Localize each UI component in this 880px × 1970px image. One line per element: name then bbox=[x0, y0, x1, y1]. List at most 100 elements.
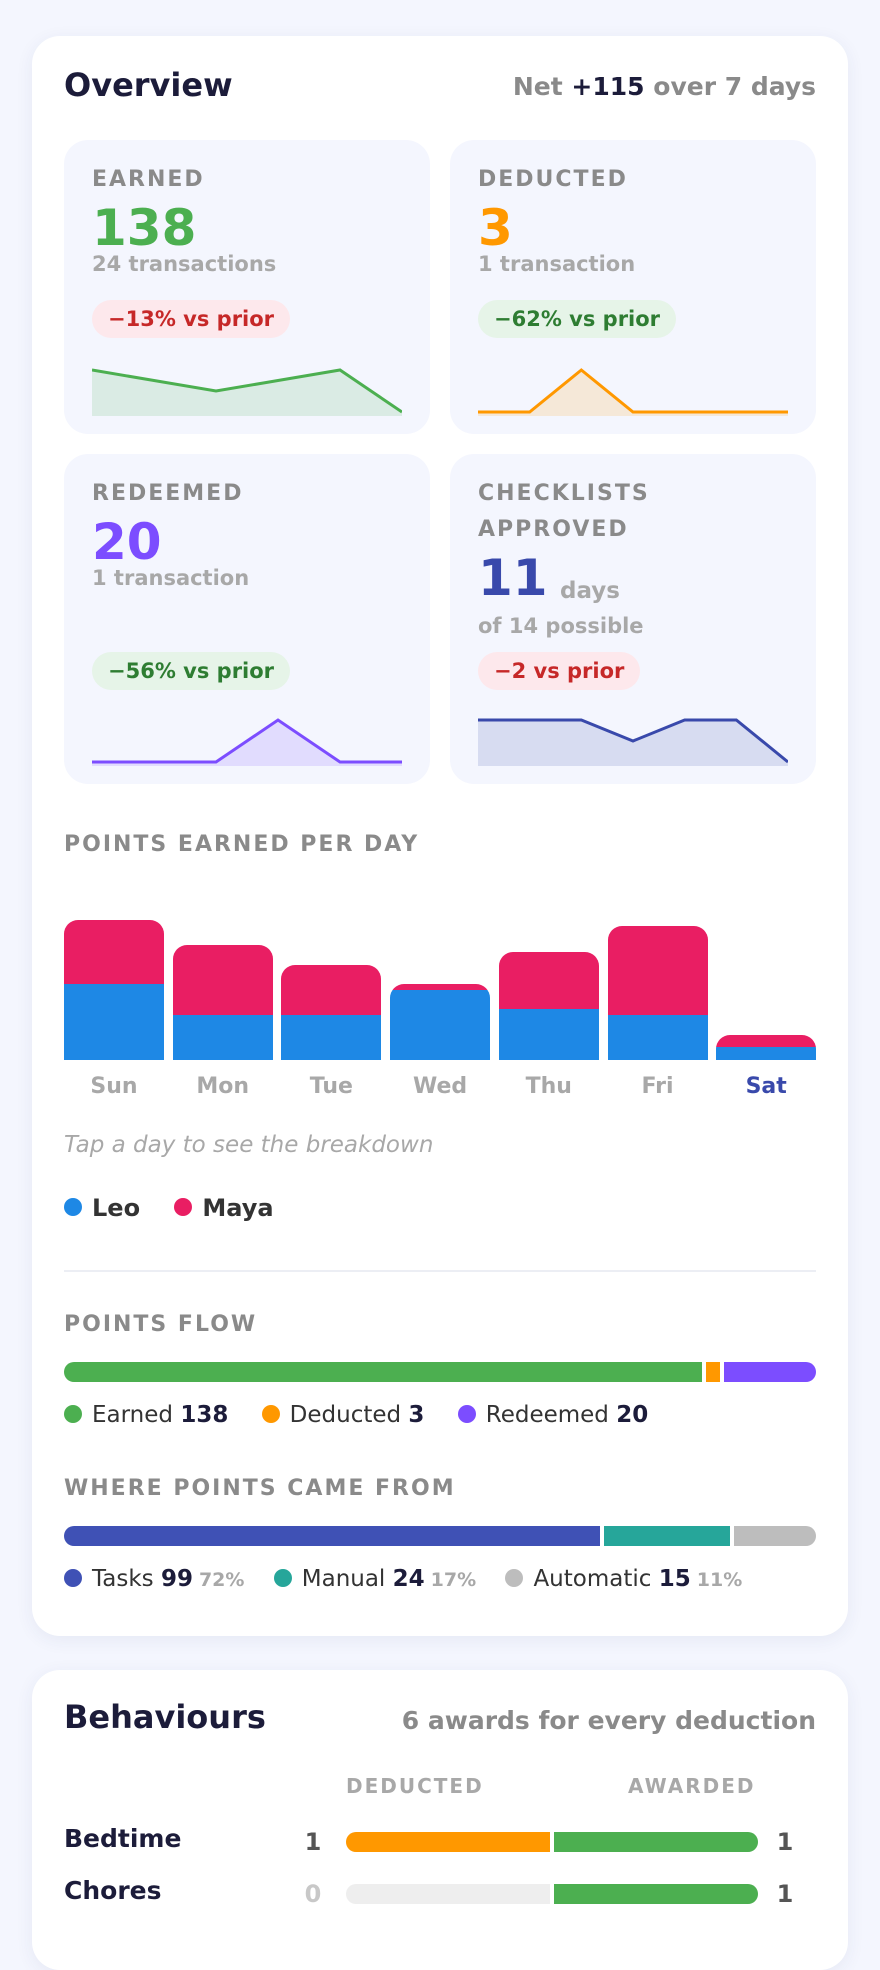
deducted-count: 0 bbox=[304, 1880, 322, 1908]
legend-dot bbox=[64, 1568, 82, 1587]
stat-unit: days bbox=[560, 578, 620, 604]
legend-dot bbox=[261, 1404, 280, 1423]
legend-dot bbox=[64, 1198, 82, 1216]
sparkline-area bbox=[92, 720, 402, 766]
sparkline-line bbox=[92, 368, 402, 414]
legend-item-leo: Leo bbox=[64, 1194, 140, 1222]
bar-segment-leo bbox=[716, 1047, 817, 1060]
legend-dot bbox=[457, 1404, 476, 1423]
sources-legend: Tasks 99 72% Manual 24 17% Automatic 15 11% bbox=[64, 1566, 768, 1592]
day-label-sun[interactable]: Sun bbox=[90, 1074, 138, 1099]
stat-label: DEDUCTED bbox=[478, 167, 628, 192]
day-bar-wed[interactable] bbox=[390, 983, 491, 1060]
sparkline-earned bbox=[92, 368, 402, 416]
stat-sub: 24 transactions bbox=[92, 252, 277, 276]
col-header-deducted: DEDUCTED bbox=[346, 1774, 484, 1798]
legend-label: Leo bbox=[92, 1194, 141, 1222]
bar-segment-maya bbox=[498, 951, 599, 1010]
day-label-wed[interactable]: Wed bbox=[413, 1074, 468, 1099]
day-label-sat[interactable]: Sat bbox=[745, 1074, 787, 1099]
net-prefix: Net bbox=[512, 72, 563, 101]
flow-bar bbox=[64, 1362, 816, 1382]
change-badge: −62% vs prior bbox=[478, 300, 677, 338]
awarded-count: 1 bbox=[776, 1880, 794, 1908]
flow-legend: Earned 138 Deducted 3 Redeemed 20 bbox=[64, 1402, 674, 1428]
flow-item-redeemed: Redeemed 20 bbox=[457, 1402, 649, 1428]
day-bar-sun[interactable] bbox=[64, 920, 164, 1060]
awarded-count: 1 bbox=[776, 1828, 794, 1856]
stat-sub: of 14 possible bbox=[478, 614, 644, 638]
awarded-fill bbox=[554, 1832, 758, 1852]
deducted-fill bbox=[346, 1832, 550, 1852]
awarded-track bbox=[554, 1884, 758, 1904]
bar-segment-leo bbox=[281, 1015, 382, 1060]
source-segment-automatic bbox=[734, 1526, 817, 1546]
change-badge: −2 vs prior bbox=[478, 652, 641, 690]
stat-label: EARNED bbox=[92, 167, 205, 192]
day-bar-mon[interactable] bbox=[172, 945, 273, 1060]
stat-label-line2: APPROVED bbox=[478, 517, 629, 542]
source-item-automatic: Automatic 15 11% bbox=[505, 1566, 742, 1592]
sources-bar bbox=[64, 1526, 817, 1546]
stat-label-line1: CHECKLISTS bbox=[478, 481, 650, 506]
sparkline-area bbox=[478, 370, 788, 416]
bar-segment-leo bbox=[172, 1015, 273, 1060]
stat-card-redeemed[interactable]: REDEEMED 20 1 transaction −56% vs prior bbox=[64, 454, 430, 784]
source-value: 99 bbox=[160, 1566, 193, 1592]
source-value: 15 bbox=[658, 1566, 691, 1592]
source-segment-tasks bbox=[64, 1526, 600, 1546]
stat-value: 20 bbox=[92, 513, 162, 571]
overview-card: Overview Net +115 over 7 days EARNED 138… bbox=[32, 36, 848, 1636]
net-value: +115 bbox=[571, 72, 645, 101]
flow-name: Deducted bbox=[289, 1402, 402, 1428]
flow-value: 3 bbox=[408, 1402, 425, 1428]
day-bar-fri[interactable] bbox=[607, 926, 708, 1060]
source-name: Tasks bbox=[92, 1566, 154, 1592]
change-badge: −56% vs prior bbox=[92, 652, 291, 690]
day-bar-thu[interactable] bbox=[498, 951, 599, 1060]
flow-name: Earned bbox=[92, 1402, 174, 1428]
flow-name: Redeemed bbox=[485, 1402, 609, 1428]
flow-value: 138 bbox=[180, 1402, 229, 1428]
bar-segment-maya bbox=[64, 920, 164, 984]
bar-segment-leo bbox=[390, 989, 491, 1060]
legend-dot bbox=[505, 1568, 524, 1587]
sparkline-checklists bbox=[478, 718, 788, 766]
behaviours-title: Behaviours bbox=[64, 1698, 266, 1736]
behaviour-name: Chores bbox=[64, 1876, 162, 1905]
day-label-thu[interactable]: Thu bbox=[525, 1074, 572, 1099]
legend-dot bbox=[174, 1198, 193, 1216]
day-label-tue[interactable]: Tue bbox=[309, 1074, 353, 1099]
day-label-fri[interactable]: Fri bbox=[641, 1074, 674, 1099]
flow-label: POINTS FLOW bbox=[64, 1312, 258, 1337]
awarded-track bbox=[554, 1832, 758, 1852]
chart-hint: Tap a day to see the breakdown bbox=[64, 1132, 434, 1158]
bar-segment-maya bbox=[716, 1034, 817, 1048]
change-badge: −13% vs prior bbox=[92, 300, 291, 338]
day-bar-tue[interactable] bbox=[281, 964, 382, 1060]
sparkline-area bbox=[92, 370, 402, 416]
legend-dot bbox=[273, 1568, 292, 1587]
flow-value: 20 bbox=[616, 1402, 649, 1428]
source-value: 24 bbox=[392, 1566, 425, 1592]
stat-card-checklists[interactable]: CHECKLISTS APPROVED 11 days of 14 possib… bbox=[450, 454, 816, 784]
net-summary: Net +115 over 7 days bbox=[513, 72, 816, 101]
source-segment-manual bbox=[603, 1526, 731, 1546]
source-pct: 72% bbox=[198, 1569, 245, 1591]
source-name: Manual bbox=[301, 1566, 386, 1592]
source-pct: 17% bbox=[430, 1569, 477, 1591]
sparkline-redeemed bbox=[92, 718, 402, 766]
stat-card-earned[interactable]: EARNED 138 24 transactions −13% vs prior bbox=[64, 140, 430, 434]
stat-sub: 1 transaction bbox=[478, 252, 636, 276]
bar-segment-leo bbox=[498, 1009, 599, 1060]
awarded-fill bbox=[554, 1884, 758, 1904]
overview-title: Overview bbox=[64, 66, 233, 104]
behaviours-summary: 6 awards for every deduction bbox=[401, 1706, 816, 1735]
day-label-mon[interactable]: Mon bbox=[196, 1074, 250, 1099]
stat-card-deducted[interactable]: DEDUCTED 3 1 transaction −62% vs prior bbox=[450, 140, 816, 434]
flow-segment-redeemed bbox=[723, 1362, 816, 1382]
day-bar-sat[interactable] bbox=[716, 1034, 817, 1060]
legend-label: Maya bbox=[202, 1194, 274, 1222]
behaviour-name: Bedtime bbox=[64, 1824, 182, 1853]
deducted-track bbox=[346, 1884, 550, 1904]
